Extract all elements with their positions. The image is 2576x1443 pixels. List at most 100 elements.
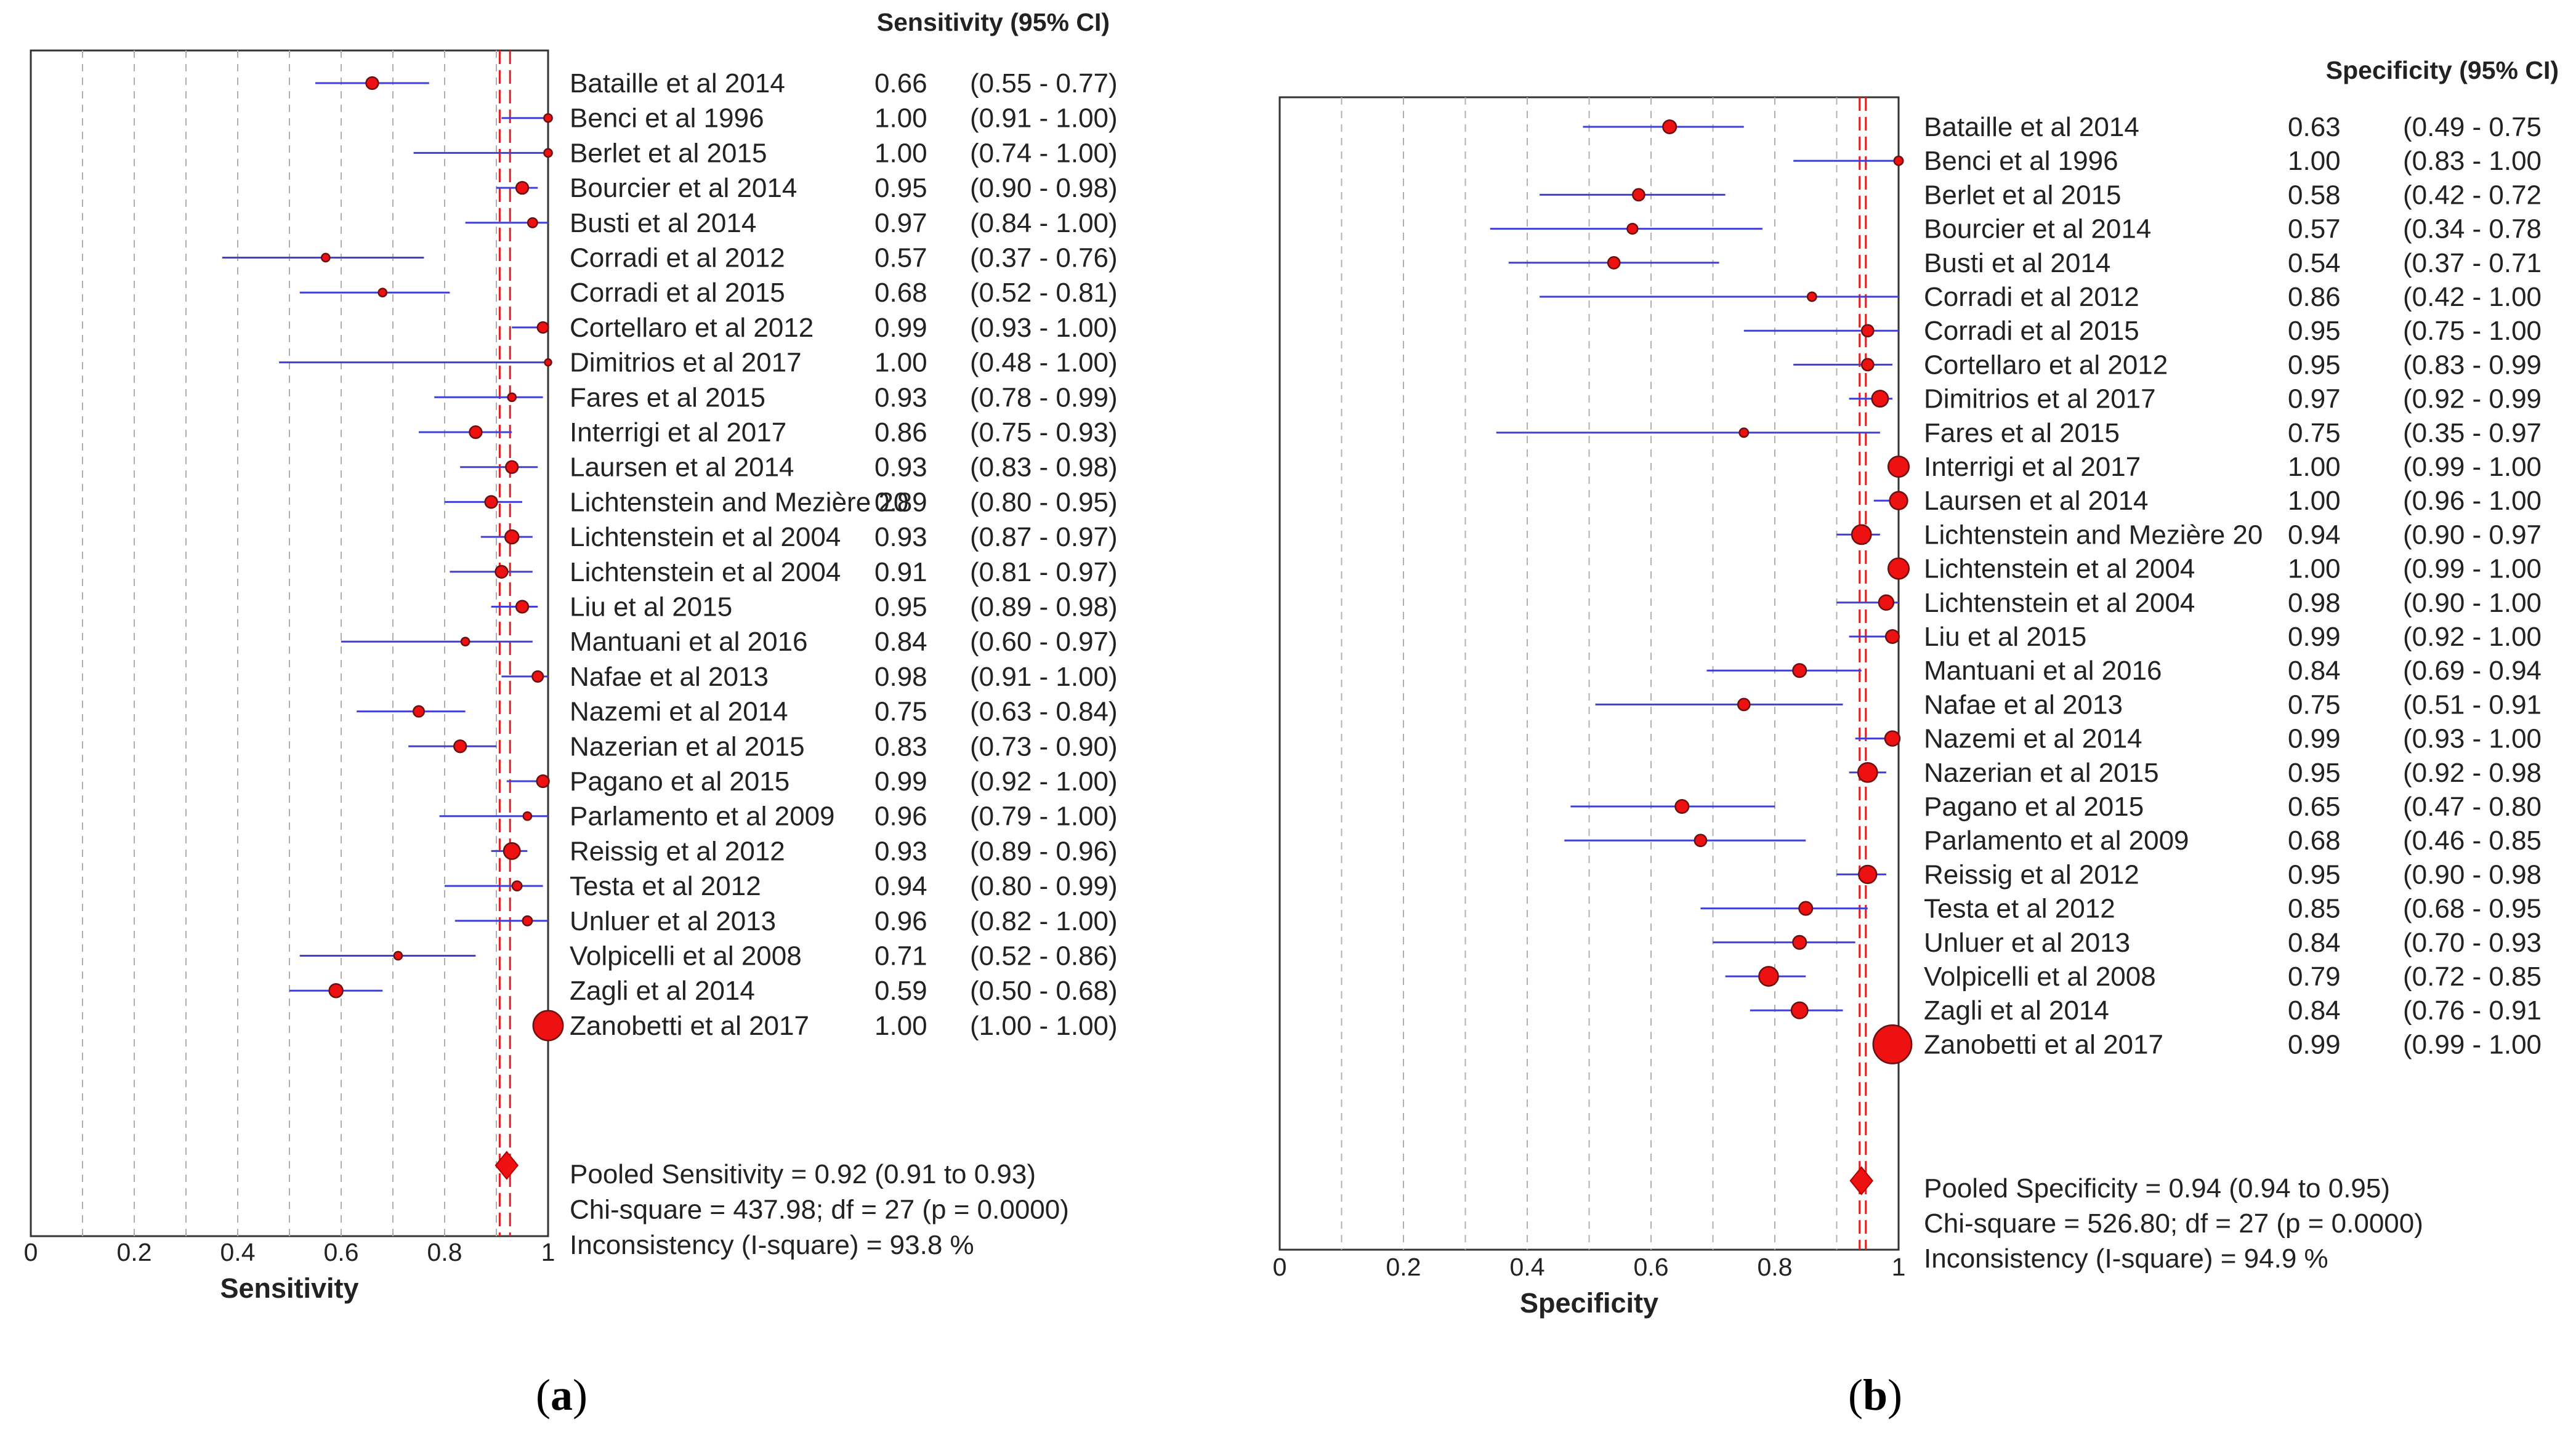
point-estimate-marker: [1887, 557, 1910, 580]
study-ci: (0.83 - 1.00: [2403, 146, 2542, 176]
study-estimate: 0.84: [2288, 656, 2341, 686]
study-row: Parlamento et al 2009 0.96 (0.79 - 1.00): [439, 802, 1118, 832]
study-name: Liu et al 2015: [1924, 622, 2086, 652]
point-estimate-marker: [1872, 1024, 1913, 1064]
point-estimate-marker: [1884, 629, 1900, 645]
study-name: Cortellaro et al 2012: [570, 313, 814, 343]
point-estimate-marker: [328, 983, 344, 999]
study-row: Mantuani et al 2016 0.84 (0.69 - 0.94: [1706, 656, 2542, 686]
study-name: Testa et al 2012: [570, 871, 761, 901]
study-row: Bataille et al 2014 0.66 (0.55 - 0.77): [315, 68, 1118, 98]
study-ci: (0.63 - 0.84): [970, 697, 1118, 727]
point-estimate-marker: [365, 76, 379, 90]
study-name: Liu et al 2015: [570, 592, 732, 622]
study-estimate: 0.58: [2288, 180, 2341, 210]
study-name: Testa et al 2012: [1924, 894, 2115, 924]
study-estimate: 0.93: [874, 452, 927, 483]
study-estimate: 0.94: [874, 871, 927, 901]
study-row: Laursen et al 2014 1.00 (0.96 - 1.00: [1873, 486, 2542, 516]
study-ci: (0.72 - 0.85: [2403, 962, 2542, 992]
study-name: Bourcier et al 2014: [570, 173, 797, 203]
study-ci: (0.91 - 1.00): [970, 103, 1118, 134]
point-estimate-marker: [1871, 390, 1889, 408]
study-estimate: 0.83: [874, 731, 927, 762]
study-estimate: 0.71: [874, 941, 927, 971]
study-estimate: 0.93: [874, 522, 927, 552]
study-estimate: 1.00: [2288, 146, 2341, 176]
study-ci: (0.52 - 0.86): [970, 941, 1118, 971]
study-estimate: 0.95: [874, 173, 927, 203]
study-name: Bourcier et al 2014: [1924, 214, 2151, 244]
study-row: Corradi et al 2012 0.57 (0.37 - 0.76): [222, 243, 1118, 273]
caption-a-letter: a: [551, 1370, 573, 1420]
study-name: Reissig et al 2012: [570, 836, 785, 866]
study-ci: (0.78 - 0.99): [970, 382, 1118, 412]
study-row: Cortellaro et al 2012 0.95 (0.83 - 0.99: [1793, 350, 2542, 380]
point-estimate-marker: [504, 529, 520, 545]
study-ci: (0.74 - 1.00): [970, 138, 1118, 168]
point-estimate-marker: [1662, 119, 1678, 135]
point-estimate-marker: [522, 811, 533, 821]
study-name: Pagano et al 2015: [570, 766, 789, 797]
study-name: Volpicelli et al 2008: [570, 941, 802, 971]
point-estimate-marker: [515, 600, 530, 614]
study-ci: (0.51 - 0.91: [2403, 689, 2542, 720]
study-ci: (0.46 - 0.85: [2403, 826, 2542, 856]
study-ci: (0.34 - 0.78: [2403, 214, 2542, 244]
point-estimate-marker: [527, 217, 538, 228]
study-ci: (0.81 - 0.97): [970, 557, 1118, 587]
point-estimate-marker: [1884, 730, 1901, 747]
summary-line: Inconsistency (I-square) = 94.9 %: [1924, 1244, 2328, 1274]
study-name: Fares et al 2015: [570, 382, 765, 412]
study-estimate: 0.79: [2288, 962, 2341, 992]
point-estimate-marker: [1792, 663, 1807, 678]
study-name: Fares et al 2015: [1924, 418, 2120, 448]
study-estimate: 0.96: [874, 802, 927, 832]
study-name: Lichtenstein and Mezière 20: [1924, 520, 2263, 550]
study-ci: (0.90 - 1.00: [2403, 588, 2542, 618]
point-estimate-marker: [453, 739, 467, 754]
study-row: Testa et al 2012 0.94 (0.80 - 0.99): [445, 871, 1118, 901]
study-ci: (0.52 - 0.81): [970, 278, 1118, 308]
study-row: Interrigi et al 2017 0.86 (0.75 - 0.93): [419, 417, 1118, 448]
study-estimate: 0.75: [2288, 418, 2341, 448]
study-estimate: 0.59: [874, 976, 927, 1006]
point-estimate-marker: [1851, 524, 1872, 545]
study-name: Lichtenstein and Mezière 20: [570, 487, 908, 517]
study-estimate: 0.75: [2288, 689, 2341, 720]
study-name: Mantuani et al 2016: [570, 627, 808, 657]
study-estimate: 0.68: [2288, 826, 2341, 856]
study-row: Pagano et al 2015 0.65 (0.47 - 0.80: [1570, 792, 2542, 822]
point-estimate-marker: [1607, 255, 1621, 270]
study-ci: (0.35 - 0.97: [2403, 418, 2542, 448]
study-estimate: 0.57: [874, 243, 927, 273]
study-estimate: 0.75: [874, 697, 927, 727]
study-row: Nazemi et al 2014 0.75 (0.63 - 0.84): [357, 697, 1118, 727]
x-tick-label: 0: [24, 1238, 38, 1266]
study-estimate: 0.84: [2288, 928, 2341, 958]
study-name: Dimitrios et al 2017: [570, 348, 802, 378]
point-estimate-marker: [1893, 155, 1904, 166]
study-estimate: 1.00: [874, 348, 927, 378]
study-name: Nazerian et al 2015: [570, 731, 805, 762]
study-name: Cortellaro et al 2012: [1924, 350, 2168, 380]
study-ci: (0.50 - 0.68): [970, 976, 1118, 1006]
study-ci: (0.83 - 0.98): [970, 452, 1118, 483]
x-tick-label: 0.4: [1510, 1253, 1545, 1281]
x-tick-label: 0.2: [117, 1238, 152, 1266]
point-estimate-marker: [522, 915, 533, 926]
point-estimate-marker: [1860, 358, 1875, 372]
study-row: Busti et al 2014 0.54 (0.37 - 0.71: [1508, 248, 2542, 278]
point-estimate-marker: [503, 842, 521, 860]
x-axis-label: Specificity: [1520, 1287, 1658, 1319]
study-row: Busti et al 2014 0.97 (0.84 - 1.00): [465, 208, 1118, 238]
study-row: Zanobetti et al 2017 1.00 (1.00 - 1.00): [532, 1010, 1118, 1042]
x-axis-label: Sensitivity: [220, 1272, 358, 1304]
point-estimate-marker: [544, 358, 552, 367]
study-row: Laursen et al 2014 0.93 (0.83 - 0.98): [460, 452, 1118, 483]
study-ci: (0.92 - 1.00): [970, 766, 1118, 797]
study-row: Nazemi et al 2014 0.99 (0.93 - 1.00: [1855, 724, 2542, 754]
study-estimate: 0.57: [2288, 214, 2341, 244]
point-estimate-marker: [1887, 455, 1910, 478]
study-name: Interrigi et al 2017: [570, 417, 786, 448]
